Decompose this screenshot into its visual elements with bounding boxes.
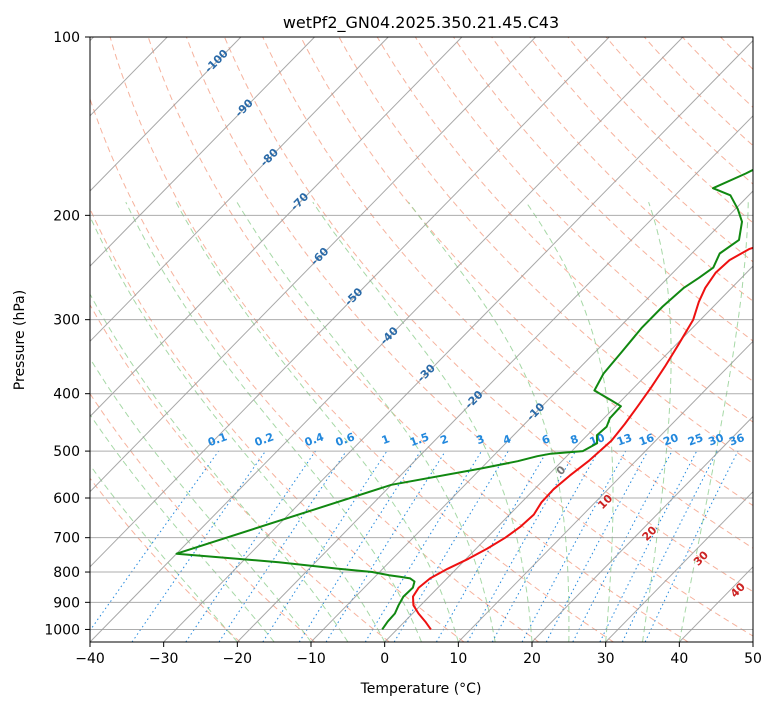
isotherm-line bbox=[90, 37, 536, 493]
mixing-ratio-label: 25 bbox=[686, 431, 705, 448]
mixing-ratio-label: 0.6 bbox=[334, 430, 357, 449]
mixing-ratio-label: 30 bbox=[707, 431, 726, 449]
x-tick-label: 30 bbox=[597, 651, 615, 667]
mixing-ratio-line bbox=[521, 450, 627, 642]
background-lines bbox=[90, 37, 753, 642]
x-tick-label: 40 bbox=[670, 651, 688, 667]
mixing-ratio-line bbox=[545, 450, 649, 642]
y-tick-label: 500 bbox=[53, 444, 80, 460]
mixing-ratio-line bbox=[131, 450, 266, 642]
mixing-ratio-line bbox=[185, 450, 316, 642]
mixing-ratio-label: 16 bbox=[637, 431, 656, 449]
mixing-ratio-label: 0.2 bbox=[253, 430, 276, 449]
moist-adiabat bbox=[90, 293, 349, 642]
dry-adiabat bbox=[262, 37, 753, 549]
y-tick-label: 800 bbox=[53, 565, 80, 581]
plot-frame bbox=[89, 36, 754, 643]
dry-adiabat bbox=[300, 37, 753, 507]
moist-adiabat bbox=[175, 201, 459, 642]
isotherm-line bbox=[236, 115, 753, 642]
mixing-ratio-label: 8 bbox=[569, 432, 581, 447]
isotherm-line bbox=[90, 37, 684, 642]
isotherm-line bbox=[310, 190, 753, 642]
profile-lines bbox=[175, 168, 753, 630]
mixing-ratio-label: 0.1 bbox=[206, 430, 229, 449]
isotherm-line bbox=[605, 490, 753, 642]
temperature-profile bbox=[412, 246, 753, 630]
y-axis-title: Pressure (hPa) bbox=[12, 290, 28, 390]
mixing-ratio-label: 20 bbox=[661, 431, 680, 449]
dry-adiabat bbox=[491, 37, 753, 302]
isotherm-line bbox=[163, 39, 753, 642]
plot-area bbox=[90, 37, 753, 642]
isotherm-line bbox=[90, 37, 610, 568]
moist-adiabat bbox=[125, 201, 422, 642]
x-axis: −40 −30 −20 −10 0 10 20 30 40 50 bbox=[75, 642, 762, 667]
x-tick-label: −20 bbox=[223, 651, 253, 667]
mixing-ratio-line bbox=[621, 450, 718, 642]
x-tick-label: −10 bbox=[296, 651, 326, 667]
moist-adiabat bbox=[236, 201, 496, 642]
x-tick-label: 20 bbox=[523, 651, 541, 667]
dry-adiabat bbox=[224, 37, 753, 593]
mixing-ratio-label: 0.4 bbox=[303, 430, 326, 449]
mixing-ratio-label: 13 bbox=[615, 431, 634, 448]
mixing-ratio-line bbox=[218, 450, 347, 642]
mixing-ratio-line bbox=[325, 450, 446, 642]
dry-adiabat bbox=[90, 392, 316, 642]
y-tick-label: 700 bbox=[53, 531, 80, 547]
isotherm-line bbox=[531, 415, 753, 642]
x-axis-title: Temperature (°C) bbox=[360, 681, 482, 697]
dry-adiabat bbox=[147, 37, 689, 642]
y-tick-label: 600 bbox=[53, 491, 80, 507]
x-tick-label: −30 bbox=[149, 651, 179, 667]
y-tick-label: 200 bbox=[53, 208, 80, 224]
x-tick-label: −40 bbox=[75, 651, 105, 667]
mixing-ratio-label: 1 bbox=[380, 432, 392, 447]
moist-adiabat bbox=[90, 464, 238, 642]
moist-adiabat bbox=[90, 215, 386, 642]
isotherm-line bbox=[457, 340, 753, 642]
mixing-ratio-label: 2 bbox=[438, 432, 450, 447]
isotherm-line bbox=[90, 37, 389, 343]
isotherm-line bbox=[90, 37, 463, 418]
x-tick-label: 10 bbox=[449, 651, 467, 667]
mixing-ratio-line bbox=[298, 450, 422, 642]
y-axis: 100 200 300 400 500 600 700 800 900 1000 bbox=[44, 30, 90, 638]
dry-adiabat bbox=[90, 477, 241, 642]
mixing-ratio-label: 4 bbox=[501, 432, 513, 447]
y-tick-label: 900 bbox=[53, 595, 80, 611]
moist-adiabat bbox=[678, 202, 749, 642]
mixing-ratio-label: 36 bbox=[727, 431, 746, 449]
isotherm-line bbox=[90, 37, 315, 267]
x-tick-label: 0 bbox=[380, 651, 389, 667]
mixing-ratio-label: 1.5 bbox=[408, 430, 431, 449]
dry-adiabat bbox=[90, 303, 390, 642]
y-tick-label: 1000 bbox=[44, 622, 80, 638]
x-tick-label: 50 bbox=[744, 651, 762, 667]
moist-adiabat bbox=[408, 201, 570, 642]
mixing-ratio-line bbox=[435, 450, 548, 642]
chart-title: wetPf2_GN04.2025.350.21.45.C43 bbox=[283, 13, 559, 33]
y-tick-label: 100 bbox=[53, 30, 80, 46]
dry-adiabat bbox=[109, 37, 614, 642]
mixing-ratio-label: 6 bbox=[540, 432, 552, 447]
mixing-ratio-line bbox=[90, 450, 220, 632]
mixing-ratio-label: 3 bbox=[475, 432, 487, 447]
dewpoint-profile bbox=[175, 168, 753, 630]
mixing-ratio-line bbox=[364, 450, 483, 642]
y-tick-label: 400 bbox=[53, 387, 80, 403]
moist-adiabat bbox=[312, 201, 533, 642]
dry-adiabat bbox=[90, 97, 540, 642]
y-tick-label: 300 bbox=[53, 313, 80, 329]
isotherm-line bbox=[90, 37, 242, 192]
